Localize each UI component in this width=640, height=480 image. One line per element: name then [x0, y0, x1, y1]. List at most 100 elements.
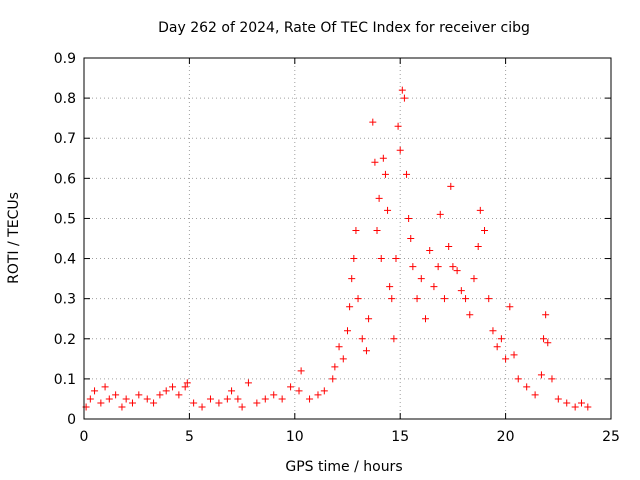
data-point	[544, 339, 552, 347]
data-point	[571, 403, 579, 411]
data-point	[466, 311, 474, 319]
y-tick-label: 0.3	[54, 292, 76, 308]
data-point	[417, 275, 425, 283]
data-point	[295, 387, 303, 395]
data-point	[409, 263, 417, 271]
data-point	[493, 343, 501, 351]
data-point	[577, 399, 585, 407]
data-point	[403, 170, 411, 178]
data-point	[485, 295, 493, 303]
data-point	[358, 335, 366, 343]
data-point	[234, 395, 242, 403]
data-point	[278, 395, 286, 403]
data-point	[390, 335, 398, 343]
data-point	[421, 315, 429, 323]
data-point	[542, 311, 550, 319]
y-tick-label: 0	[67, 412, 76, 428]
data-point	[223, 395, 231, 403]
data-point	[86, 395, 94, 403]
data-point	[474, 243, 482, 251]
data-point	[476, 206, 484, 214]
y-tick-label: 0.5	[54, 211, 76, 227]
data-point	[381, 170, 389, 178]
data-point	[379, 154, 387, 162]
data-point	[502, 355, 510, 363]
y-tick-label: 0.9	[54, 51, 76, 67]
data-point	[369, 118, 377, 126]
data-points	[82, 86, 592, 411]
data-point	[162, 387, 170, 395]
data-point	[183, 379, 191, 387]
x-tick-label: 10	[286, 429, 304, 445]
y-tick-label: 0.2	[54, 332, 76, 348]
data-point	[400, 94, 408, 102]
data-point	[169, 383, 177, 391]
data-point	[510, 351, 518, 359]
data-point	[175, 391, 183, 399]
x-axis-ticks: 0 5 10 15 20 25	[80, 58, 620, 445]
data-point	[352, 226, 360, 234]
data-point	[362, 347, 370, 355]
y-tick-label: 0.6	[54, 171, 76, 187]
data-point	[198, 403, 206, 411]
x-tick-label: 0	[80, 429, 89, 445]
data-point	[143, 395, 151, 403]
data-point	[523, 383, 531, 391]
data-point	[447, 182, 455, 190]
data-point	[244, 379, 252, 387]
data-point	[584, 403, 592, 411]
data-point	[365, 315, 373, 323]
y-axis-ticks: 0 0.1 0.2 0.3 0.4 0.5 0.6 0.7 0.8 0.9	[54, 51, 611, 428]
plot-frame	[83, 57, 612, 420]
x-tick-label: 5	[185, 429, 194, 445]
data-point	[445, 243, 453, 251]
data-point	[506, 303, 514, 311]
data-point	[118, 403, 126, 411]
data-point	[287, 383, 295, 391]
data-point	[481, 226, 489, 234]
data-point	[206, 395, 214, 403]
x-tick-label: 25	[602, 429, 620, 445]
data-point	[514, 375, 522, 383]
data-point	[190, 399, 198, 407]
data-point	[413, 295, 421, 303]
data-point	[150, 399, 158, 407]
data-point	[563, 399, 571, 407]
data-point	[457, 287, 465, 295]
data-point	[388, 295, 396, 303]
data-point	[497, 335, 505, 343]
data-point	[430, 283, 438, 291]
data-point	[348, 275, 356, 283]
data-point	[371, 158, 379, 166]
data-point	[339, 355, 347, 363]
data-point	[407, 235, 415, 242]
data-point	[261, 395, 269, 403]
data-point	[453, 267, 461, 275]
data-point	[270, 391, 278, 399]
data-point	[335, 343, 343, 351]
data-point	[329, 375, 337, 383]
data-point	[112, 391, 120, 399]
data-point	[135, 391, 143, 399]
data-point	[373, 226, 381, 234]
data-point	[91, 387, 99, 395]
data-point	[314, 391, 322, 399]
data-point	[377, 255, 385, 263]
data-point	[426, 247, 434, 255]
data-point	[440, 295, 448, 303]
x-axis-label: GPS time / hours	[285, 459, 402, 475]
y-tick-label: 0.4	[54, 252, 76, 268]
data-point	[436, 210, 444, 218]
data-point	[470, 275, 478, 283]
data-point	[489, 327, 497, 335]
data-point	[392, 255, 400, 263]
x-tick-label: 20	[497, 429, 515, 445]
data-point	[346, 303, 354, 311]
data-point	[238, 403, 246, 411]
data-point	[554, 395, 562, 403]
data-point	[375, 194, 383, 202]
y-axis-label: ROTI / TECUs	[6, 192, 22, 284]
y-tick-label: 0.7	[54, 131, 76, 147]
data-point	[156, 391, 164, 399]
